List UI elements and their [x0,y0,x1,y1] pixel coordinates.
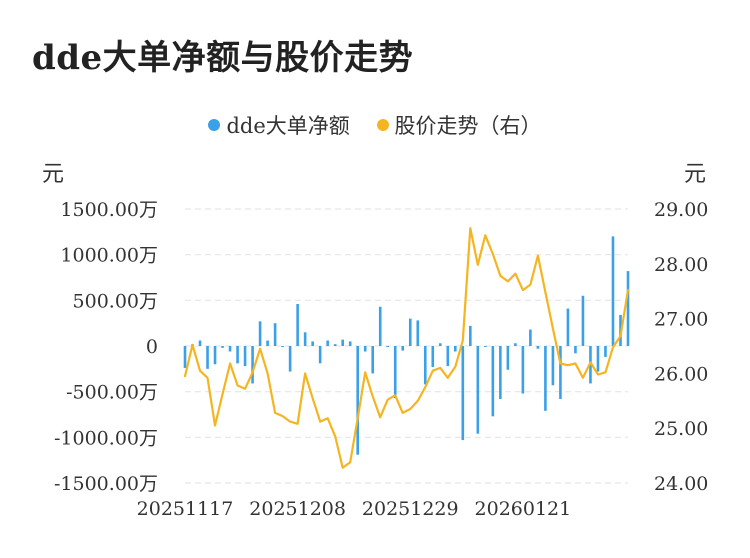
right-tick-label: 26.00 [654,363,708,385]
legend-item-price[interactable]: 股价走势（右） [376,110,542,140]
right-tick-label: 24.00 [654,473,708,495]
dde-bar [228,346,232,352]
legend-label-dde: dde大单净额 [226,114,350,138]
dde-bar [333,344,337,346]
dde-bar [416,320,420,346]
right-tick-label: 25.00 [654,418,708,440]
dde-bar [446,346,450,367]
legend-dot-price [376,119,389,131]
dde-bar [438,343,442,346]
dde-bar [296,303,299,346]
x-tick-label: 20251208 [249,498,346,520]
dde-bar [318,346,322,364]
dde-bar [213,346,217,365]
dde-bar [198,340,202,346]
dde-bar [363,346,367,352]
price-line [183,227,630,469]
dde-bar [326,340,329,346]
dde-bar [393,346,397,399]
x-tick-label: 20260121 [475,498,572,520]
dde-bar [566,308,570,346]
dde-bar [273,323,277,346]
dde-bar [243,346,247,367]
x-tick-label: 20251117 [137,498,234,520]
dde-bar [401,346,405,351]
right-tick-label: 29.00 [654,199,708,221]
dde-bar [266,340,269,346]
dde-bar [251,346,254,384]
right-axis-unit: 元 [684,162,707,187]
dde-bar [221,346,224,348]
dde-bar [461,346,465,441]
dde-bar [408,318,412,346]
dde-bar [348,341,352,346]
dde-bar [559,346,562,399]
dde-bar [281,346,284,347]
dde-bar [371,346,375,374]
dde-bar [341,339,344,346]
dde-bar [544,346,547,411]
chart-title: dde大单净额与股价走势 [32,38,414,78]
dde-bar [258,321,262,346]
dde-bar [206,346,209,369]
dde-bar [521,346,525,394]
dde-bar [611,236,615,346]
x-tick-label: 20251229 [362,498,459,520]
left-tick-label: 1500.00万 [60,199,158,221]
left-tick-label: 500.00万 [73,290,158,312]
left-tick-label: 1000.00万 [60,245,158,267]
dde-bar [386,346,390,347]
dde-bar [288,346,292,372]
dde-bar [529,329,532,346]
dde-bar [499,346,502,399]
legend-label-price: 股价走势（右） [394,114,542,138]
dde-bar [469,325,472,346]
dde-bar [626,271,630,346]
dde-bar [491,346,495,417]
legend: dde大单净额 股价走势（右） [0,110,750,140]
dde-bar [604,346,607,357]
right-tick-label: 28.00 [654,254,708,276]
dde-bar [454,346,457,352]
left-tick-label: -1500.00万 [54,473,158,495]
left-axis-unit: 元 [42,162,65,187]
dde-bar [596,346,600,372]
dde-bar [551,346,555,386]
dde-bar [536,346,540,349]
dde-bar [581,295,585,346]
dde-bar [423,346,427,385]
dde-bar [484,346,487,347]
dde-bar [183,346,187,368]
dde-bar [236,346,239,364]
left-tick-label: -1000.00万 [54,427,158,449]
left-tick-label: 0 [146,336,158,358]
dde-bar [574,346,577,354]
dde-bar [378,306,382,346]
dde-bar [356,346,359,455]
dde-bar [476,346,480,434]
left-tick-label: -500.00万 [66,382,158,404]
legend-item-dde[interactable]: dde大单净额 [208,110,350,140]
dde-bar [514,343,517,346]
dde-bar [303,332,307,346]
dde-bar [311,341,314,346]
dde-bar [431,346,435,368]
legend-dot-dde [208,119,221,131]
dde-bar [506,346,510,370]
right-tick-label: 27.00 [654,309,708,331]
